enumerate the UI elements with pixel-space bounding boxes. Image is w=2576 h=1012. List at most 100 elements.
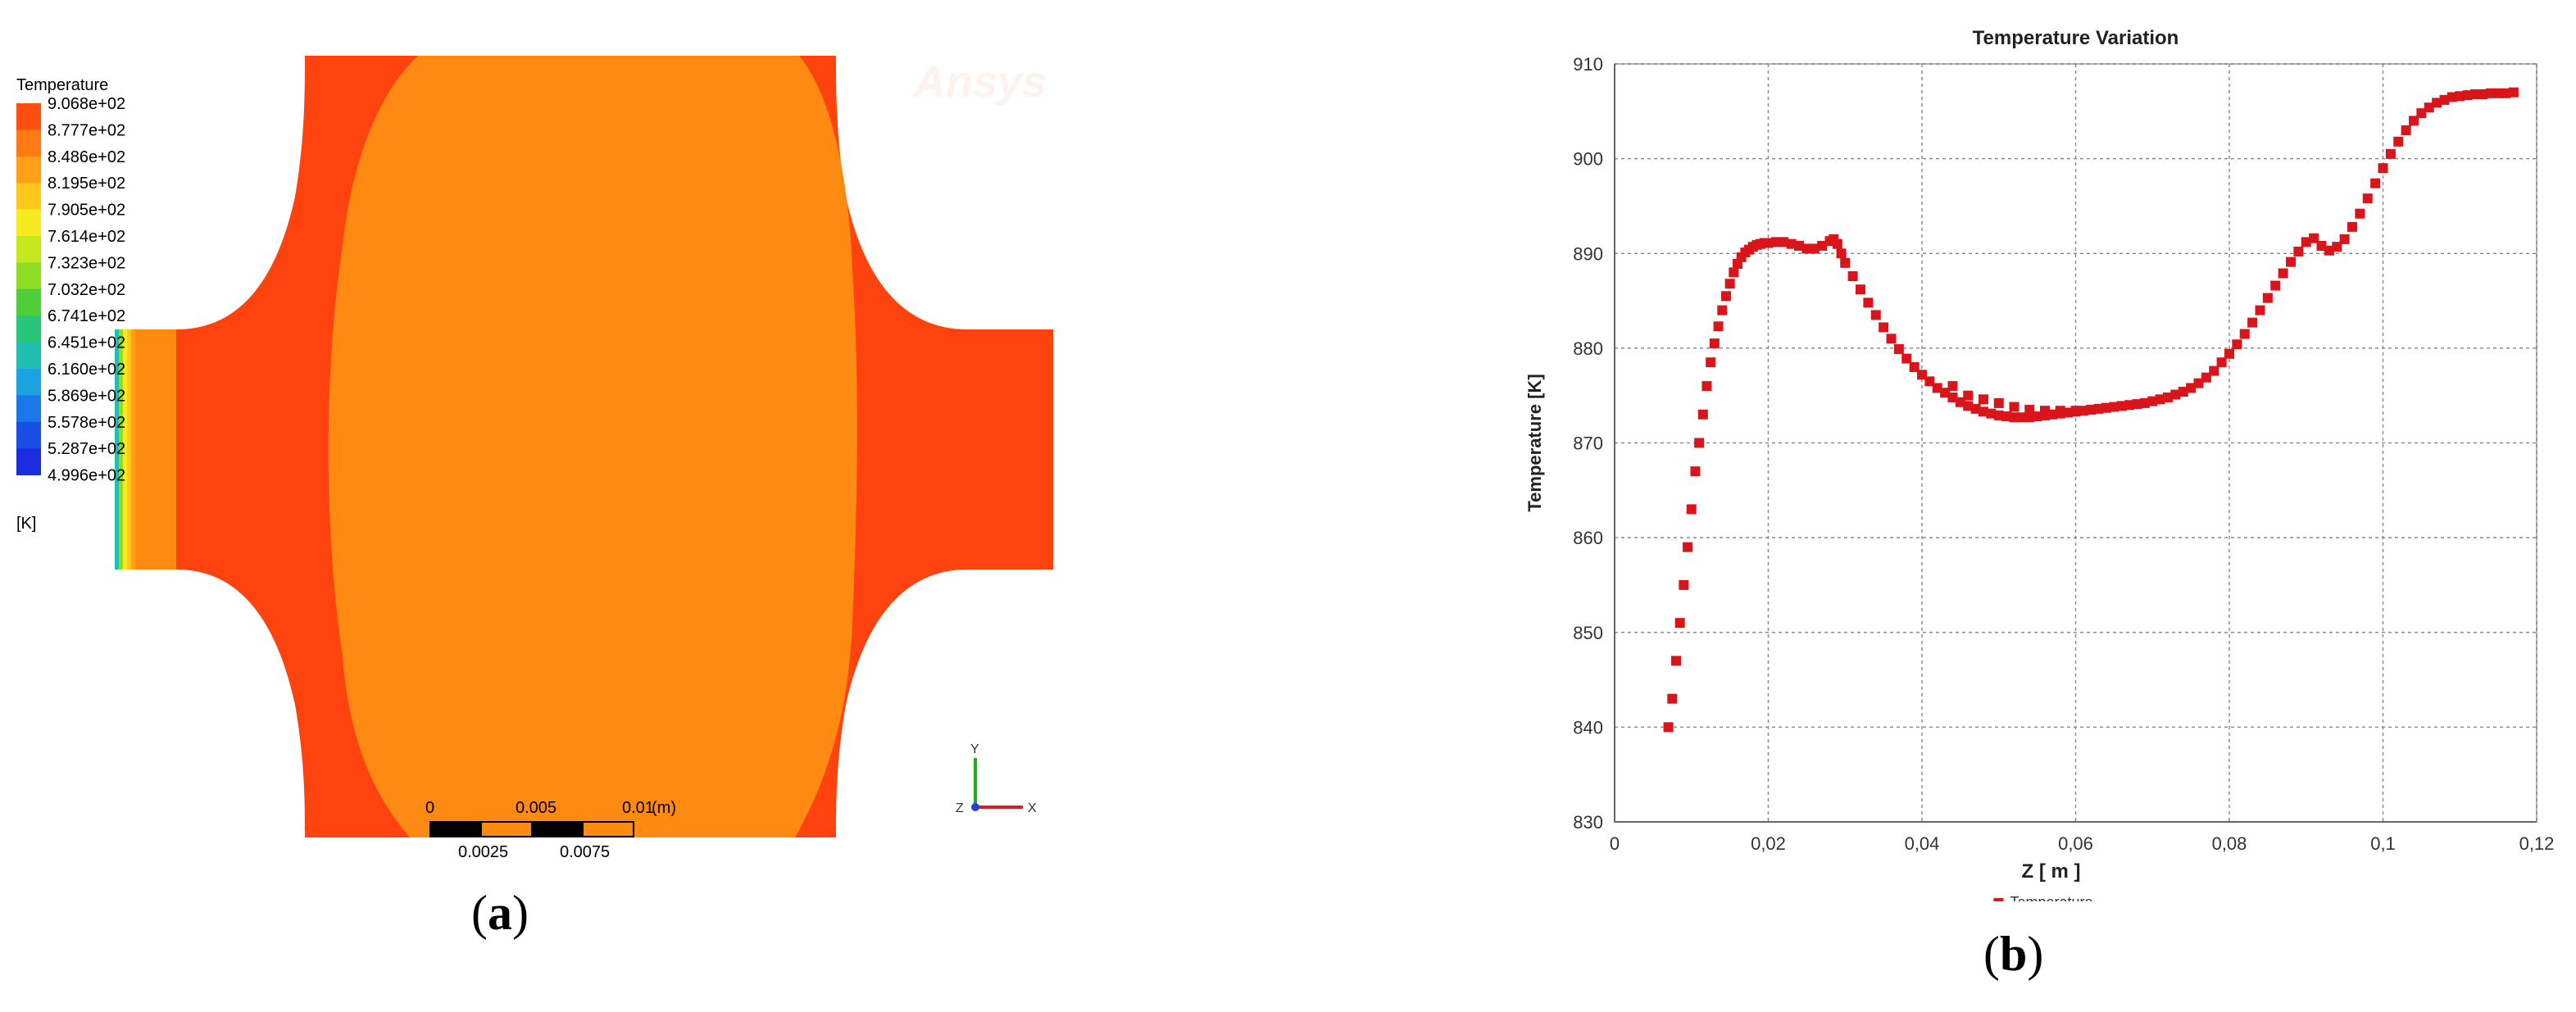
data-point [1947, 381, 1958, 392]
data-point [2201, 372, 2211, 383]
x-axis-label: Z [ m ] [2022, 860, 2081, 883]
data-point [1694, 438, 1705, 448]
data-point [2247, 317, 2258, 328]
data-point [2424, 102, 2434, 113]
data-point [2032, 411, 2042, 422]
data-point [1794, 241, 1804, 251]
data-point [2485, 88, 2496, 98]
y-tick-label: 840 [1573, 717, 1603, 737]
data-point [1886, 334, 1897, 344]
data-point [2193, 378, 2204, 388]
data-point [1786, 238, 1797, 249]
inlet-gradient-strip [119, 329, 123, 570]
triad-x-label: X [1028, 801, 1037, 815]
data-point [1817, 241, 1828, 251]
legend-swatch [16, 342, 41, 370]
chart-title: Temperature Variation [1973, 27, 2179, 49]
data-point [1770, 237, 1781, 247]
data-point [2009, 412, 2019, 423]
data-point [1671, 656, 1681, 666]
data-point [1763, 238, 1774, 248]
data-point [1986, 408, 1997, 419]
data-point [1697, 409, 1708, 420]
scale-label: 0.005 [516, 799, 557, 817]
y-tick-label: 890 [1573, 243, 1603, 264]
data-point [2070, 406, 2081, 416]
legend-level: 4.996e+02 [48, 467, 125, 485]
data-point [1970, 403, 1981, 414]
data-point [2378, 163, 2388, 174]
data-point [2370, 178, 2381, 188]
data-point [1674, 618, 1685, 629]
triad-z-axis [971, 803, 979, 811]
data-point [2347, 221, 2357, 232]
legend-swatch [16, 209, 41, 237]
data-point [2332, 242, 2342, 252]
data-point [2416, 108, 2427, 119]
x-tick-label: 0,06 [2058, 833, 2093, 854]
data-point [1979, 394, 1988, 405]
data-point [1893, 344, 1904, 355]
data-point [1779, 237, 1789, 247]
data-point [2447, 92, 2457, 102]
data-point [2216, 357, 2227, 368]
legend-swatch [16, 288, 41, 316]
data-point [2078, 406, 2088, 416]
scale-segment [429, 821, 482, 837]
x-tick-label: 0,12 [2519, 833, 2555, 854]
data-point [1720, 291, 1731, 302]
data-point [2478, 89, 2488, 99]
legend-level: 7.614e+02 [48, 228, 125, 246]
data-point [2163, 393, 2173, 402]
x-tick-label: 0,1 [2370, 833, 2396, 854]
data-point [2470, 89, 2480, 99]
data-point [1940, 388, 1951, 398]
data-point [2301, 237, 2311, 247]
data-point [2132, 399, 2142, 410]
data-point [2124, 400, 2135, 411]
legend-swatch [16, 448, 41, 476]
data-point [1840, 257, 1851, 268]
x-tick-label: 0,08 [2212, 833, 2247, 854]
legend-level: 6.451e+02 [48, 334, 125, 352]
data-point [2309, 233, 2319, 243]
data-point [2178, 387, 2188, 397]
legend-level: 6.160e+02 [48, 361, 125, 379]
data-point [1993, 397, 2004, 408]
data-point [1667, 693, 1678, 704]
data-point [1683, 542, 1693, 552]
data-point [2009, 402, 2019, 412]
data-point [2409, 116, 2419, 126]
data-point [2385, 148, 2396, 159]
y-tick-label: 860 [1573, 528, 1603, 548]
legend-level: 7.323e+02 [48, 254, 125, 272]
data-point [1901, 353, 1912, 364]
data-point [1909, 362, 1920, 372]
data-point [2262, 293, 2273, 303]
legend-swatch [16, 395, 41, 423]
data-point [2063, 407, 2074, 418]
data-point [1809, 243, 1820, 254]
legend-level: 8.486e+02 [48, 148, 125, 166]
inlet-gradient-strip [123, 329, 127, 570]
data-point [2501, 88, 2511, 98]
data-point [2278, 268, 2288, 279]
data-point [1924, 376, 1935, 387]
chart-panel: 0 0,02 0,04 0,06 0,08 0,1 0,12 830 840 850 860 870 8… [1442, 0, 2576, 1008]
data-point [1963, 401, 1974, 411]
data-point [1801, 243, 1812, 254]
legend-level: 5.869e+02 [48, 387, 125, 405]
data-point [2355, 208, 2365, 219]
data-point [2286, 256, 2296, 267]
data-point [2324, 245, 2334, 256]
data-point [2239, 329, 2250, 339]
scale-label: 0.0025 [458, 843, 508, 861]
data-point [2401, 125, 2411, 135]
data-point [2186, 383, 2197, 393]
y-tick-label: 900 [1573, 149, 1603, 170]
legend-swatch [16, 262, 41, 290]
legend-swatch [16, 156, 41, 184]
data-point [2455, 91, 2465, 102]
data-point [2255, 305, 2265, 315]
data-point [1701, 381, 1712, 392]
